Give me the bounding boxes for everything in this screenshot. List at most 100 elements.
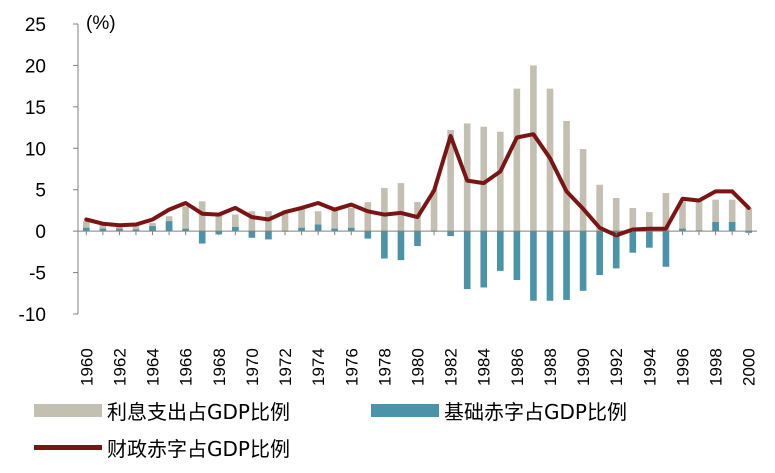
x-tick-label: 1990: [574, 348, 593, 386]
bar-interest-1982: [447, 130, 454, 232]
bar-interest-1996: [679, 201, 686, 232]
bar-interest-1975: [331, 208, 339, 232]
bar-interest-1984: [480, 126, 488, 232]
bar-primary-deficit-1993: [629, 231, 637, 253]
bar-interest-1979: [397, 183, 405, 232]
x-tick-label: 1986: [508, 348, 527, 386]
y-tick-label: 10: [25, 139, 46, 160]
legend-swatch-fiscal-deficit: [34, 445, 102, 450]
bar-interest-2000: [745, 207, 753, 232]
bar-interest-1972: [281, 210, 289, 232]
bar-primary-deficit-1990: [579, 231, 587, 291]
bar-interest-1976: [347, 207, 355, 232]
unit-label: (%): [86, 13, 116, 34]
x-tick-label: 1994: [640, 348, 659, 386]
y-tick-label: 0: [35, 222, 46, 243]
bar-interest-1998: [712, 199, 719, 232]
x-tick-label: 1960: [77, 348, 96, 386]
y-tick-label: -5: [29, 264, 46, 285]
bar-interest-1985: [496, 131, 504, 232]
x-tick-label: 1998: [707, 348, 726, 386]
bar-interest-1969: [232, 214, 239, 232]
x-tick-label: 1992: [607, 348, 626, 386]
legend-swatch-interest: [34, 404, 102, 417]
legend-item-interest: 利息支出占GDP比例: [34, 396, 290, 425]
x-tick-label: 1982: [442, 348, 461, 386]
x-tick-label: 1980: [409, 348, 428, 386]
bar-interest-1974: [314, 211, 322, 232]
bar-primary-deficit-1971: [265, 231, 272, 240]
bar-primary-deficit-1994: [646, 231, 653, 248]
bar-primary-deficit-1986: [513, 231, 521, 281]
bar-interest-1973: [298, 208, 305, 232]
legend-label-interest: 利息支出占GDP比例: [107, 400, 290, 424]
bar-primary-deficit-1979: [397, 231, 405, 261]
bar-primary-deficit-1978: [381, 231, 388, 259]
x-tick-label: 1984: [475, 348, 494, 386]
x-tick-label: 1976: [342, 348, 361, 386]
bar-interest-1961: [99, 224, 107, 232]
legend-item-primary-deficit: 基础赤字占GDP比例: [371, 396, 627, 425]
x-tick-label: 1974: [309, 348, 328, 386]
y-axis-ticks: 25 20 15 10 5 0 -5 -10: [19, 15, 78, 326]
axes: [77, 24, 757, 314]
bar-primary-deficit-1988: [546, 231, 554, 301]
x-tick-label: 1978: [375, 348, 394, 386]
bar-interest-1989: [563, 120, 570, 232]
x-tick-label: 2000: [740, 348, 759, 386]
y-tick-label: 25: [25, 15, 46, 36]
bar-interest-1994: [646, 212, 653, 232]
bar-interest-1992: [612, 198, 620, 232]
bar-interest-1968: [215, 214, 223, 232]
bar-primary-deficit-1996: [679, 228, 686, 232]
bar-primary-deficit-1966: [182, 228, 189, 232]
bar-interest-1991: [596, 184, 603, 232]
bar-interest-1993: [629, 207, 637, 232]
x-tick-label: 1970: [243, 348, 262, 386]
bar-primary-deficit-1991: [596, 231, 603, 276]
bar-primary-deficit-1980: [414, 231, 421, 247]
bar-interest-1999: [728, 199, 736, 232]
y-tick-label: 5: [35, 181, 46, 202]
x-tick-label: 1962: [110, 348, 129, 386]
x-tick-label: 1988: [541, 348, 560, 386]
bar-primary-deficit-1992: [612, 231, 620, 269]
bar-primary-deficit-1983: [463, 231, 471, 290]
legend-swatch-primary-deficit: [371, 404, 439, 417]
legend-item-fiscal-deficit: 财政赤字占GDP比例: [34, 433, 290, 462]
bar-primary-deficit-1969: [232, 227, 239, 232]
bar-interest-1967: [198, 201, 206, 232]
bar-primary-deficit-1964: [149, 226, 156, 232]
bar-interest-1978: [381, 188, 388, 232]
bar-interest-1977: [364, 202, 372, 232]
bar-primary-deficit-1995: [662, 231, 670, 267]
bar-interest-1960: [82, 221, 90, 232]
x-tick-label: 1968: [210, 348, 229, 386]
y-tick-label: 15: [25, 98, 46, 119]
line-layer: [84, 132, 751, 238]
bar-primary-deficit-1967: [198, 231, 206, 244]
bar-primary-deficit-1999: [728, 222, 736, 232]
bar-interest-1981: [430, 189, 438, 232]
bar-primary-deficit-1987: [530, 231, 537, 301]
y-tick-label: -10: [19, 305, 46, 326]
bar-interest-1986: [513, 88, 521, 232]
bar-primary-deficit-1962: [116, 228, 123, 232]
bar-primary-deficit-1998: [712, 222, 719, 232]
bar-interest-1995: [662, 193, 670, 232]
bar-interest-1970: [248, 211, 256, 232]
bar-primary-deficit-1963: [132, 229, 140, 232]
bar-primary-deficit-1976: [347, 227, 355, 232]
bar-interest-1987: [530, 65, 537, 232]
bar-primary-deficit-1965: [165, 221, 173, 232]
bars-layer: [82, 65, 753, 301]
legend-label-primary-deficit: 基础赤字占GDP比例: [444, 400, 627, 424]
bar-interest-1990: [579, 149, 587, 232]
bar-interest-1963: [132, 225, 140, 232]
x-tick-label: 1972: [276, 348, 295, 386]
bar-primary-deficit-1984: [480, 231, 488, 288]
bar-primary-deficit-1961: [99, 228, 107, 232]
bar-interest-1966: [182, 206, 189, 232]
bar-primary-deficit-1975: [331, 228, 339, 232]
